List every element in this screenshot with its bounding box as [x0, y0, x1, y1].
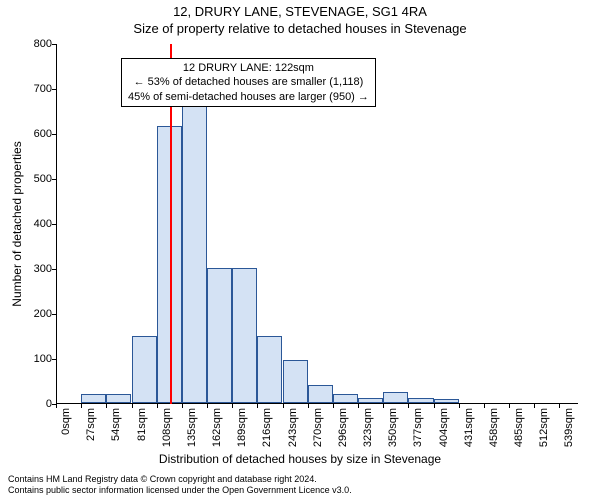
y-tick-label: 600	[22, 128, 52, 140]
histogram-bar	[308, 385, 333, 403]
histogram-bar	[283, 360, 308, 403]
y-tick-label: 200	[22, 308, 52, 320]
x-tick-label: 404sqm	[438, 408, 450, 447]
x-tick-mark	[333, 404, 334, 408]
x-tick-label: 162sqm	[211, 408, 223, 447]
x-tick-label: 108sqm	[161, 408, 173, 447]
histogram-bar	[106, 394, 131, 403]
x-tick-mark	[408, 404, 409, 408]
x-tick-mark	[484, 404, 485, 408]
x-tick-mark	[56, 404, 57, 408]
x-tick-mark	[434, 404, 435, 408]
x-tick-label: 296sqm	[337, 408, 349, 447]
y-tick-label: 700	[22, 83, 52, 95]
x-tick-label: 135sqm	[186, 408, 198, 447]
x-tick-mark	[157, 404, 158, 408]
y-tick-label: 100	[22, 353, 52, 365]
histogram-bar	[383, 392, 408, 403]
histogram-bar	[207, 268, 232, 403]
x-tick-label: 323sqm	[362, 408, 374, 447]
x-tick-label: 512sqm	[538, 408, 550, 447]
histogram-bar	[182, 106, 207, 403]
y-tick-label: 0	[22, 398, 52, 410]
histogram-bar	[408, 398, 433, 403]
x-tick-mark	[283, 404, 284, 408]
x-tick-label: 243sqm	[287, 408, 299, 447]
x-tick-label: 431sqm	[463, 408, 475, 447]
histogram-bar	[257, 336, 282, 404]
annotation-line2: ← 53% of detached houses are smaller (1,…	[128, 75, 369, 89]
x-tick-mark	[182, 404, 183, 408]
x-tick-label: 270sqm	[312, 408, 324, 447]
x-tick-label: 350sqm	[387, 408, 399, 447]
y-tick-mark	[52, 44, 56, 45]
histogram-bar	[132, 336, 157, 404]
y-tick-mark	[52, 89, 56, 90]
footer-line2: Contains public sector information licen…	[8, 485, 352, 496]
annotation-box: 12 DRURY LANE: 122sqm← 53% of detached h…	[121, 58, 376, 107]
subtitle: Size of property relative to detached ho…	[0, 19, 600, 36]
x-tick-label: 81sqm	[136, 408, 148, 441]
y-tick-label: 500	[22, 173, 52, 185]
x-tick-mark	[509, 404, 510, 408]
y-tick-mark	[52, 224, 56, 225]
x-tick-mark	[207, 404, 208, 408]
histogram-bar	[333, 394, 358, 403]
footer: Contains HM Land Registry data © Crown c…	[8, 474, 352, 496]
histogram-bar	[358, 398, 383, 403]
histogram-bar	[81, 394, 106, 403]
x-tick-mark	[534, 404, 535, 408]
x-tick-label: 0sqm	[60, 408, 72, 435]
footer-line1: Contains HM Land Registry data © Crown c…	[8, 474, 352, 485]
y-tick-mark	[52, 314, 56, 315]
x-tick-label: 189sqm	[236, 408, 248, 447]
plot-area: 01002003004005006007008000sqm27sqm54sqm8…	[56, 44, 578, 404]
address-title: 12, DRURY LANE, STEVENAGE, SG1 4RA	[0, 0, 600, 19]
x-tick-label: 27sqm	[85, 408, 97, 441]
y-tick-mark	[52, 134, 56, 135]
x-tick-label: 377sqm	[412, 408, 424, 447]
y-tick-mark	[52, 359, 56, 360]
x-tick-label: 539sqm	[563, 408, 575, 447]
x-tick-mark	[257, 404, 258, 408]
x-tick-mark	[383, 404, 384, 408]
x-tick-mark	[106, 404, 107, 408]
x-tick-mark	[308, 404, 309, 408]
x-tick-mark	[559, 404, 560, 408]
y-tick-mark	[52, 269, 56, 270]
y-tick-label: 800	[22, 38, 52, 50]
x-tick-mark	[132, 404, 133, 408]
annotation-line1: 12 DRURY LANE: 122sqm	[128, 61, 369, 75]
x-tick-mark	[81, 404, 82, 408]
y-tick-mark	[52, 179, 56, 180]
x-tick-mark	[358, 404, 359, 408]
x-tick-mark	[459, 404, 460, 408]
x-axis-label: Distribution of detached houses by size …	[0, 452, 600, 466]
chart-container: 12, DRURY LANE, STEVENAGE, SG1 4RA Size …	[0, 0, 600, 500]
x-tick-label: 54sqm	[110, 408, 122, 441]
x-tick-mark	[232, 404, 233, 408]
y-tick-label: 400	[22, 218, 52, 230]
y-tick-label: 300	[22, 263, 52, 275]
x-tick-label: 485sqm	[513, 408, 525, 447]
histogram-bar	[232, 268, 257, 403]
annotation-line3: 45% of semi-detached houses are larger (…	[128, 90, 369, 104]
x-tick-label: 458sqm	[488, 408, 500, 447]
histogram-bar	[434, 399, 459, 403]
x-tick-label: 216sqm	[261, 408, 273, 447]
